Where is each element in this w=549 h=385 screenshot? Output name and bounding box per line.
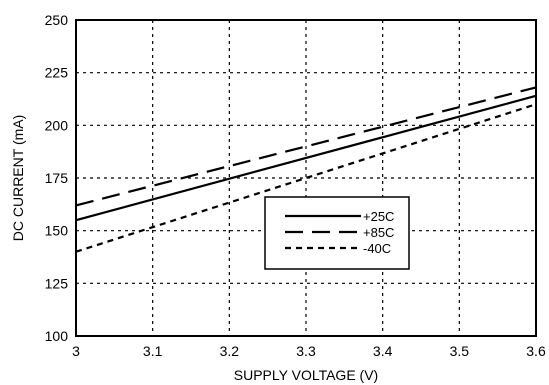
plot-area-frame: [75, 19, 537, 337]
x-tick-label: 3.6: [526, 343, 546, 359]
y-tick-label: 225: [45, 65, 69, 81]
x-tick-label: 3.1: [143, 343, 163, 359]
x-tick-label: 3: [72, 343, 80, 359]
y-tick-label: 125: [45, 275, 69, 291]
legend: +25C+85C-40C: [264, 196, 410, 270]
series-line-plusminus-85c: [75, 86, 537, 207]
x-tick-label: 3.5: [450, 343, 470, 359]
grid-lines: [76, 20, 536, 336]
legend-label: +85C: [363, 225, 394, 240]
y-tick-label: 150: [45, 223, 69, 239]
y-tick-label: 200: [45, 117, 69, 133]
axis-ticks: 3 3.1 3.2 3.3 3.4 3.5 3.6 100 125 150 175 200 225 250: [45, 12, 546, 359]
series-line-minus-40c: [75, 103, 537, 253]
y-tick-label: 250: [45, 12, 69, 28]
y-tick-label: 175: [45, 170, 69, 186]
x-tick-label: 3.3: [296, 343, 316, 359]
x-tick-label: 3.4: [373, 343, 393, 359]
y-tick-label: 100: [45, 328, 69, 344]
legend-label: +25C: [363, 209, 394, 224]
series-line-plusminus-25c: [75, 94, 537, 222]
y-axis-title: DC CURRENT (mA): [10, 115, 26, 242]
legend-label: -40C: [363, 241, 391, 256]
x-axis-title: SUPPLY VOLTAGE (V): [234, 367, 378, 383]
series-lines: [75, 86, 537, 253]
x-tick-label: 3.2: [220, 343, 240, 359]
